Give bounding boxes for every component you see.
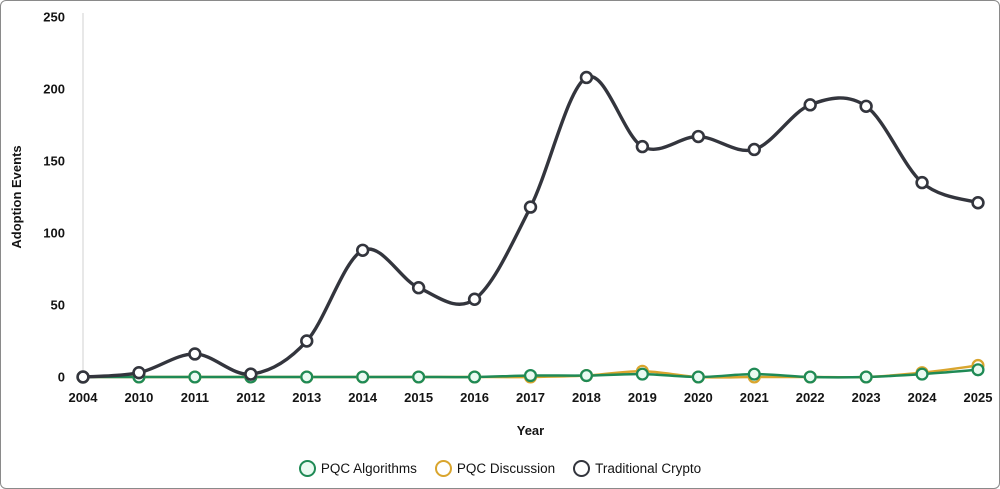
- data-point-traditional-crypto: [915, 175, 929, 190]
- x-tick-label: 2015: [404, 390, 433, 405]
- legend-label-pqc-algorithms: PQC Algorithms: [320, 460, 417, 476]
- data-point-traditional-crypto: [579, 70, 594, 85]
- data-point-traditional-crypto: [635, 139, 650, 154]
- legend-item-pqc-algorithms[interactable]: PQC Algorithms: [298, 459, 417, 477]
- x-tick-label: 2025: [964, 390, 993, 405]
- data-point-pqc-algorithms: [971, 363, 985, 377]
- data-point-pqc-algorithms: [523, 369, 538, 383]
- data-point-traditional-crypto: [747, 142, 761, 157]
- x-tick-label: 2010: [124, 390, 153, 405]
- legend-item-traditional-crypto[interactable]: Traditional Crypto: [573, 459, 702, 477]
- x-tick-label: 2021: [740, 390, 769, 405]
- series-line-traditional-crypto: [81, 74, 980, 379]
- x-tick-label: 2012: [236, 390, 265, 405]
- x-tick-label: 2020: [684, 390, 713, 405]
- data-point-pqc-algorithms: [188, 370, 202, 384]
- data-point-pqc-algorithms: [747, 367, 761, 381]
- pqc-discussion-marker-icon: [434, 459, 452, 477]
- y-tick-label: 200: [43, 82, 65, 97]
- y-axis-title: Adoption Events: [9, 145, 24, 248]
- data-point-pqc-algorithms: [412, 370, 426, 384]
- x-tick-label: 2013: [292, 390, 321, 405]
- line-chart: 0 50 100 150 200 250 2004 2010 2011 2012 2013 2014 2…: [9, 10, 993, 439]
- data-point-traditional-crypto: [76, 370, 90, 384]
- data-point-traditional-crypto: [132, 365, 146, 380]
- y-tick-label: 250: [43, 10, 65, 25]
- x-tick-label: 2018: [572, 390, 601, 405]
- data-point-traditional-crypto: [411, 281, 426, 295]
- y-tick-label: 50: [51, 298, 65, 313]
- data-point-traditional-crypto: [467, 292, 482, 306]
- data-point-traditional-crypto: [300, 334, 314, 348]
- y-tick-label: 100: [43, 226, 65, 241]
- x-tick-label: 2016: [460, 390, 489, 405]
- data-point-traditional-crypto: [691, 129, 706, 144]
- data-point-pqc-algorithms: [803, 370, 817, 384]
- data-point-pqc-algorithms: [579, 369, 593, 383]
- legend-item-pqc-discussion[interactable]: PQC Discussion: [434, 459, 556, 477]
- x-tick-label: 2004: [69, 390, 99, 405]
- data-point-traditional-crypto: [244, 367, 258, 381]
- x-tick-label: 2014: [348, 390, 378, 405]
- data-point-pqc-algorithms: [300, 370, 314, 384]
- data-point-traditional-crypto: [188, 347, 202, 361]
- x-axis-title: Year: [517, 423, 544, 438]
- data-point-traditional-crypto: [859, 99, 873, 113]
- pqc-algorithms-marker-icon: [298, 459, 316, 477]
- y-tick-label: 150: [43, 154, 65, 169]
- x-tick-label: 2022: [796, 390, 825, 405]
- data-point-traditional-crypto: [523, 200, 538, 214]
- x-tick-label: 2011: [181, 390, 209, 405]
- x-tick-label: 2019: [628, 390, 657, 405]
- data-point-pqc-algorithms: [691, 370, 705, 384]
- data-point-traditional-crypto: [355, 243, 370, 257]
- y-tick-label: 0: [58, 370, 65, 385]
- data-point-pqc-algorithms: [635, 367, 649, 381]
- legend: PQC Algorithms PQC Discussion Traditiona…: [1, 456, 999, 480]
- x-tick-label: 2023: [852, 390, 881, 405]
- data-point-pqc-algorithms: [859, 370, 873, 384]
- data-point-pqc-algorithms: [468, 370, 482, 384]
- data-point-pqc-algorithms: [356, 370, 370, 384]
- data-point-pqc-algorithms: [915, 367, 929, 381]
- x-tick-label: 2024: [908, 390, 938, 405]
- traditional-crypto-marker-icon: [573, 459, 591, 477]
- legend-label-traditional-crypto: Traditional Crypto: [595, 460, 702, 476]
- x-tick-label: 2017: [516, 390, 545, 405]
- legend-label-pqc-discussion: PQC Discussion: [456, 460, 556, 476]
- data-point-traditional-crypto: [803, 98, 817, 112]
- data-point-traditional-crypto: [971, 196, 985, 210]
